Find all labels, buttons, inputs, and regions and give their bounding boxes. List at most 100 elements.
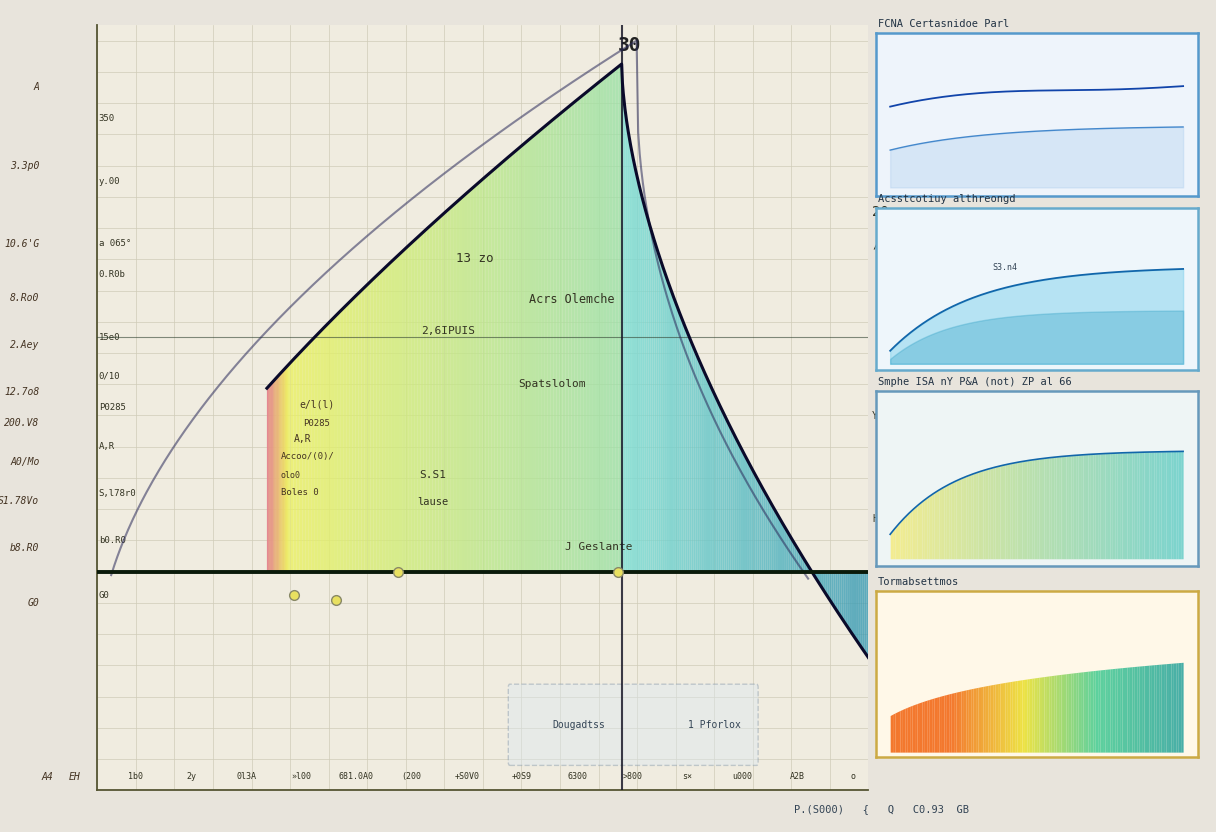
Polygon shape: [282, 369, 285, 572]
Polygon shape: [276, 375, 278, 572]
Polygon shape: [751, 468, 753, 572]
Polygon shape: [557, 114, 559, 572]
Polygon shape: [741, 448, 743, 572]
Polygon shape: [788, 533, 790, 572]
Polygon shape: [621, 64, 624, 572]
Polygon shape: [388, 262, 392, 572]
Polygon shape: [501, 161, 503, 572]
Text: 200.V8: 200.V8: [4, 418, 39, 428]
Polygon shape: [491, 169, 495, 572]
Text: FCNA Certasnidoe Parl: FCNA Certasnidoe Parl: [878, 19, 1009, 29]
Polygon shape: [288, 363, 291, 572]
Text: 20: 20: [872, 206, 889, 220]
Polygon shape: [630, 141, 632, 572]
Polygon shape: [745, 456, 747, 572]
Text: 10.6'G: 10.6'G: [4, 239, 39, 249]
Polygon shape: [728, 423, 731, 572]
Polygon shape: [651, 228, 653, 572]
Polygon shape: [778, 515, 779, 572]
Polygon shape: [402, 248, 406, 572]
Polygon shape: [722, 411, 725, 572]
Polygon shape: [423, 229, 427, 572]
Polygon shape: [524, 141, 527, 572]
Polygon shape: [433, 221, 435, 572]
Polygon shape: [846, 572, 848, 627]
Text: Tormabsettmos: Tormabsettmos: [878, 577, 959, 587]
Text: Acsstcotiuy althreongd: Acsstcotiuy althreongd: [878, 194, 1015, 204]
Polygon shape: [696, 352, 698, 572]
Polygon shape: [648, 220, 651, 572]
Text: S,l78r0: S,l78r0: [98, 489, 136, 498]
Polygon shape: [338, 310, 340, 572]
Polygon shape: [640, 190, 642, 572]
Polygon shape: [409, 243, 412, 572]
Polygon shape: [666, 279, 669, 572]
Polygon shape: [376, 273, 379, 572]
Polygon shape: [860, 572, 862, 649]
Text: A2B: A2B: [790, 771, 805, 780]
Text: H0: H0: [872, 513, 884, 523]
Polygon shape: [595, 83, 598, 572]
Polygon shape: [644, 206, 647, 572]
Polygon shape: [542, 126, 545, 572]
Text: Accoo/(0)/: Accoo/(0)/: [281, 453, 334, 461]
Polygon shape: [417, 235, 421, 572]
Polygon shape: [720, 407, 722, 572]
Polygon shape: [506, 156, 510, 572]
Text: S1.78Vo: S1.78Vo: [0, 497, 39, 507]
Text: /T: /T: [872, 237, 888, 250]
Polygon shape: [699, 362, 702, 572]
Polygon shape: [334, 314, 338, 572]
Polygon shape: [704, 371, 706, 572]
Text: e/l(l): e/l(l): [299, 399, 334, 409]
Text: 1b0: 1b0: [129, 771, 143, 780]
Text: olo0: olo0: [281, 471, 300, 480]
Text: P.(S000)   {   Q   C0.93  GB: P.(S000) { Q C0.93 GB: [794, 804, 969, 814]
Polygon shape: [672, 295, 675, 572]
Polygon shape: [592, 85, 595, 572]
Text: 13 zo: 13 zo: [456, 252, 494, 265]
Text: Y I80: Y I80: [872, 411, 901, 421]
Polygon shape: [638, 181, 640, 572]
Text: P0285: P0285: [98, 404, 125, 412]
Polygon shape: [441, 213, 444, 572]
Polygon shape: [856, 572, 858, 642]
Text: (200: (200: [401, 771, 422, 780]
Polygon shape: [613, 69, 615, 572]
Text: 30: 30: [618, 36, 641, 55]
Polygon shape: [787, 529, 788, 572]
Polygon shape: [653, 235, 654, 572]
Text: Dougadtss: Dougadtss: [553, 720, 606, 730]
Polygon shape: [559, 111, 563, 572]
Text: s×: s×: [682, 771, 692, 780]
Polygon shape: [800, 553, 803, 572]
Polygon shape: [776, 512, 778, 572]
Polygon shape: [601, 78, 604, 572]
Polygon shape: [719, 402, 720, 572]
Polygon shape: [657, 248, 659, 572]
Polygon shape: [285, 365, 288, 572]
Polygon shape: [805, 560, 806, 572]
Text: 2.Aey: 2.Aey: [10, 340, 39, 350]
Polygon shape: [309, 340, 311, 572]
Polygon shape: [503, 159, 506, 572]
Text: 6300: 6300: [567, 771, 587, 780]
Polygon shape: [518, 146, 522, 572]
Polygon shape: [809, 567, 811, 572]
Polygon shape: [359, 290, 361, 572]
Polygon shape: [832, 572, 833, 606]
Polygon shape: [760, 483, 761, 572]
Text: S3.n4: S3.n4: [992, 263, 1018, 272]
Polygon shape: [350, 299, 353, 572]
Polygon shape: [686, 328, 687, 572]
Polygon shape: [485, 174, 489, 572]
Polygon shape: [568, 105, 572, 572]
Polygon shape: [866, 572, 868, 657]
Polygon shape: [373, 276, 376, 572]
Polygon shape: [811, 570, 812, 573]
Polygon shape: [547, 121, 551, 572]
Polygon shape: [578, 97, 580, 572]
Polygon shape: [671, 290, 672, 572]
Polygon shape: [829, 572, 832, 602]
Polygon shape: [332, 316, 334, 572]
